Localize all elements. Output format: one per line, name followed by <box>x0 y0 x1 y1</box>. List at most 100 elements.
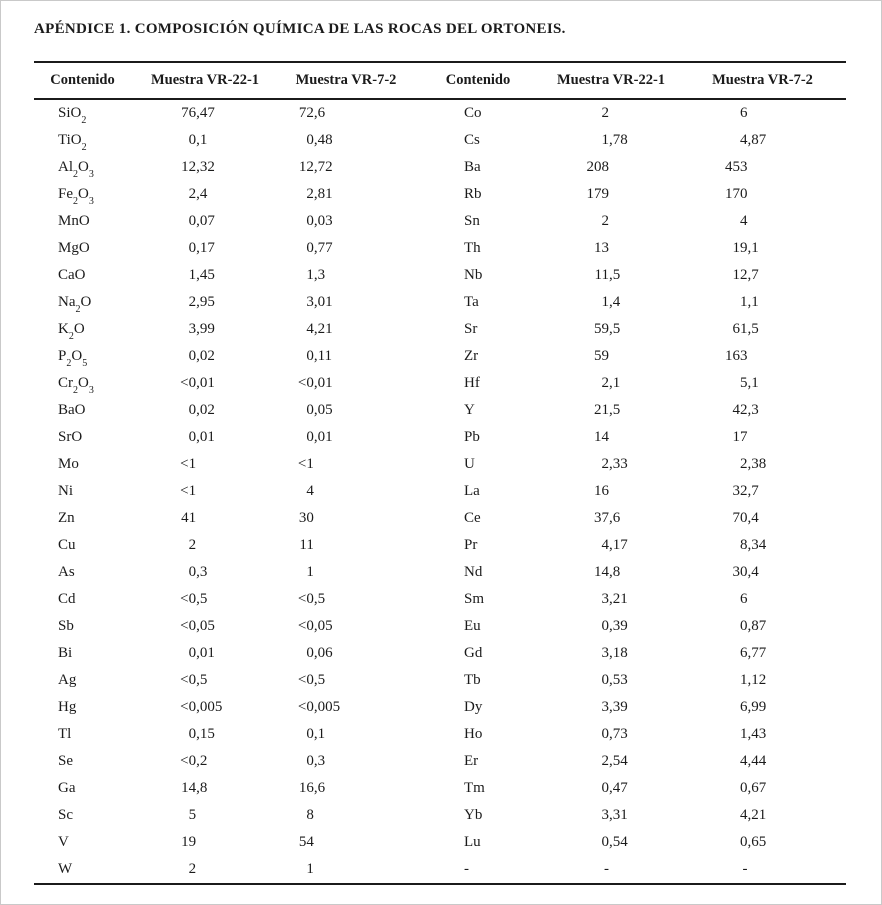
value-fraction-part: ,99 <box>747 699 767 715</box>
value-fraction-part: ,1 <box>196 132 208 148</box>
value-fraction-part: ,48 <box>313 132 333 148</box>
value-integer-part: 0 <box>601 618 609 634</box>
element-name: Tb <box>464 672 481 688</box>
value-integer-part: 0 <box>188 132 197 148</box>
element-name: K2O <box>58 321 85 342</box>
value: 0,07 <box>131 213 279 230</box>
value-fraction-part: ,43 <box>747 726 767 742</box>
value: 11 <box>279 537 413 554</box>
value-integer-part: 0 <box>306 348 314 364</box>
value-integer-part: 4 <box>306 483 314 499</box>
value-fraction-part: ,15 <box>196 726 215 742</box>
value-integer-part: 0 <box>601 672 609 688</box>
value-fraction-part: ,73 <box>608 726 628 742</box>
value-integer-part: 8 <box>306 807 314 823</box>
value-integer-part: 208 <box>586 159 609 175</box>
value-integer-part: 1 <box>739 726 748 742</box>
value: 0,73 <box>543 726 679 743</box>
value-fraction-part <box>609 861 679 878</box>
value: <0,5 <box>279 591 413 608</box>
value: <0,01 <box>131 375 279 392</box>
value: 5 <box>131 807 279 824</box>
value: 0,01 <box>131 429 279 446</box>
element-name: V <box>58 834 69 850</box>
value-fraction-part: ,77 <box>747 645 767 661</box>
value: <1 <box>279 456 413 473</box>
value: 179 <box>543 186 679 203</box>
value-integer-part: 59 <box>593 348 609 364</box>
value-fraction-part <box>314 564 413 581</box>
value-integer-part: 2 <box>188 294 197 310</box>
value-fraction-part <box>609 429 679 446</box>
value-fraction-part: ,78 <box>608 132 628 148</box>
value-integer-part: <1 <box>297 456 314 472</box>
value-fraction-part: ,5 <box>608 267 621 283</box>
element-name: U <box>464 456 475 472</box>
value: <0,01 <box>279 375 413 392</box>
table-row: Bi 0,01 0,06 Gd 3,18 6,77 <box>34 640 846 667</box>
table-row: CaO 1,45 1,3 Nb 11,5 12,7 <box>34 262 846 289</box>
table-row: Cu 2 11 Pr 4,17 8,34 <box>34 532 846 559</box>
value: 163 <box>679 348 846 365</box>
composition-table: Contenido Muestra VR-22-1 Muestra VR-7-2… <box>34 61 846 885</box>
value-integer-part: 32 <box>732 483 748 499</box>
value-fraction-part: ,1 <box>313 726 326 742</box>
table-row: Ni <1 4 La 16 32,7 <box>34 478 846 505</box>
element-name: Ni <box>58 483 73 499</box>
value: 2,38 <box>679 456 846 473</box>
table-row: MgO 0,17 0,77 Th 13 19,1 <box>34 235 846 262</box>
value: 2 <box>131 537 279 554</box>
value: 0,01 <box>131 645 279 662</box>
value-fraction-part: ,21 <box>608 591 628 607</box>
value-fraction-part: ,95 <box>196 294 215 310</box>
value-fraction-part: ,005 <box>313 699 341 715</box>
value-fraction-part: ,6 <box>313 780 326 796</box>
value-integer-part: 12 <box>732 267 748 283</box>
value: 2,54 <box>543 753 679 770</box>
value-integer-part: 0 <box>306 240 314 256</box>
element-name: As <box>58 564 75 580</box>
value-fraction-part <box>747 348 846 365</box>
value: 2,81 <box>279 186 413 203</box>
value-integer-part: 61 <box>732 321 748 337</box>
element-name: Sn <box>464 213 480 229</box>
value-integer-part: 14 <box>593 564 609 580</box>
value-fraction-part: ,54 <box>608 834 628 850</box>
value-fraction-part: ,05 <box>196 618 215 634</box>
value: - <box>543 861 679 878</box>
value-integer-part: 1 <box>306 267 314 283</box>
element-name: Cs <box>464 132 480 148</box>
value-fraction-part: ,1 <box>747 375 759 391</box>
value: <0,05 <box>131 618 279 635</box>
value-fraction-part: ,05 <box>313 402 333 418</box>
value: 3,31 <box>543 807 679 824</box>
value-integer-part: 2 <box>739 456 748 472</box>
value-integer-part: 0 <box>188 726 197 742</box>
value: <0,005 <box>279 699 413 716</box>
value-fraction-part: ,5 <box>196 672 208 688</box>
value: 1,45 <box>131 267 279 284</box>
value: <0,005 <box>131 699 279 716</box>
value: 12,32 <box>131 159 279 176</box>
value-fraction-part <box>314 834 413 851</box>
value-integer-part: 163 <box>724 348 748 364</box>
value-fraction-part <box>314 861 413 878</box>
value-integer-part: 17 <box>732 429 748 445</box>
value-integer-part: 70 <box>732 510 748 526</box>
value: 170 <box>679 186 846 203</box>
value: 0,77 <box>279 240 413 257</box>
value-integer-part: 0 <box>188 348 197 364</box>
value: 59,5 <box>543 321 679 338</box>
value-fraction-part <box>314 510 413 527</box>
value-integer-part: 72 <box>298 105 314 121</box>
table-body: SiO2 76,47 72,6 Co 2 6 TiO2 0,1 0,48 Cs 1,78 4,87 Al… <box>34 100 846 883</box>
value-integer-part: 12 <box>181 159 197 175</box>
value: 0,1 <box>279 726 413 743</box>
value-integer-part: 30 <box>732 564 748 580</box>
value-fraction-part: ,05 <box>313 618 333 634</box>
table-row: Sb <0,05 <0,05 Eu 0,39 0,87 <box>34 613 846 640</box>
value: 4,21 <box>679 807 846 824</box>
value-fraction-part: ,32 <box>196 159 215 175</box>
element-name: Tm <box>464 780 485 796</box>
value: 3,21 <box>543 591 679 608</box>
